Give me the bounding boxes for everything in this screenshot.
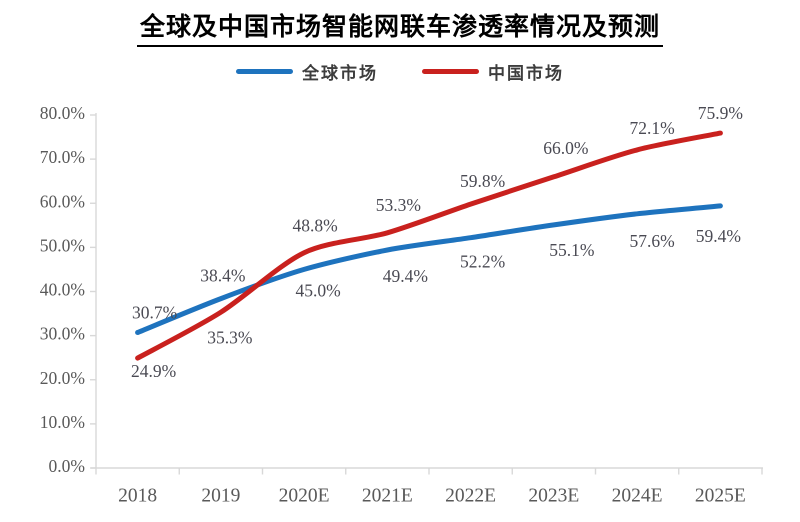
data-point-label: 75.9% — [698, 103, 743, 123]
title-row: 全球及中国市场智能网联车渗透率情况及预测 — [0, 7, 800, 47]
data-point-label: 55.1% — [549, 240, 594, 260]
data-point-label: 53.3% — [376, 195, 421, 215]
y-axis-tick-label: 70.0% — [40, 147, 85, 167]
y-axis-tick-label: 30.0% — [40, 324, 85, 344]
y-axis-tick-label: 40.0% — [40, 280, 85, 300]
data-point-label: 66.0% — [543, 138, 588, 158]
data-point-label: 52.2% — [460, 252, 505, 272]
legend-label-global-market: 全球市场 — [302, 64, 378, 83]
data-point-label: 59.4% — [696, 226, 741, 246]
legend-item-global-market: 全球市场 — [236, 59, 378, 84]
y-axis-tick-label: 20.0% — [40, 368, 85, 388]
data-point-label: 49.4% — [383, 266, 428, 286]
y-axis-tick-label: 60.0% — [40, 191, 85, 211]
data-point-label: 59.8% — [460, 171, 505, 191]
x-axis-category-label: 2018 — [118, 485, 157, 506]
x-axis-category-label: 2023E — [528, 485, 579, 506]
y-axis-tick-label: 0.0% — [49, 456, 85, 476]
global-line-swatch — [236, 69, 293, 74]
legend-item-china-market: 中国市场 — [422, 59, 564, 84]
chart-title: 全球及中国市场智能网联车渗透率情况及预测 — [136, 7, 663, 47]
data-point-label: 72.1% — [630, 118, 675, 138]
global-series-line — [135, 203, 723, 335]
legend: 全球市场 中国市场 — [0, 59, 800, 84]
x-axis-category-label: 2020E — [279, 485, 330, 506]
y-axis-tick-label: 50.0% — [40, 235, 85, 255]
x-axis-category-label: 2019 — [201, 485, 240, 506]
y-axis-tick-label: 10.0% — [40, 412, 85, 432]
china-line-swatch — [422, 69, 479, 74]
x-axis-category-label: 2021E — [362, 485, 413, 506]
x-axis-category-label: 2025E — [695, 485, 746, 506]
x-axis-category-label: 2024E — [612, 485, 663, 506]
data-point-label: 35.3% — [207, 327, 252, 347]
legend-label-china-market: 中国市场 — [488, 64, 564, 83]
data-point-label: 24.9% — [131, 361, 176, 381]
data-point-label: 30.7% — [132, 303, 177, 323]
data-point-label: 45.0% — [296, 280, 341, 300]
china-series-line — [135, 130, 723, 361]
data-point-label: 48.8% — [293, 216, 338, 236]
y-axis-tick-label: 80.0% — [40, 103, 85, 123]
data-point-label: 57.6% — [630, 231, 675, 251]
data-point-label: 38.4% — [200, 266, 245, 286]
x-axis-category-label: 2022E — [445, 485, 496, 506]
